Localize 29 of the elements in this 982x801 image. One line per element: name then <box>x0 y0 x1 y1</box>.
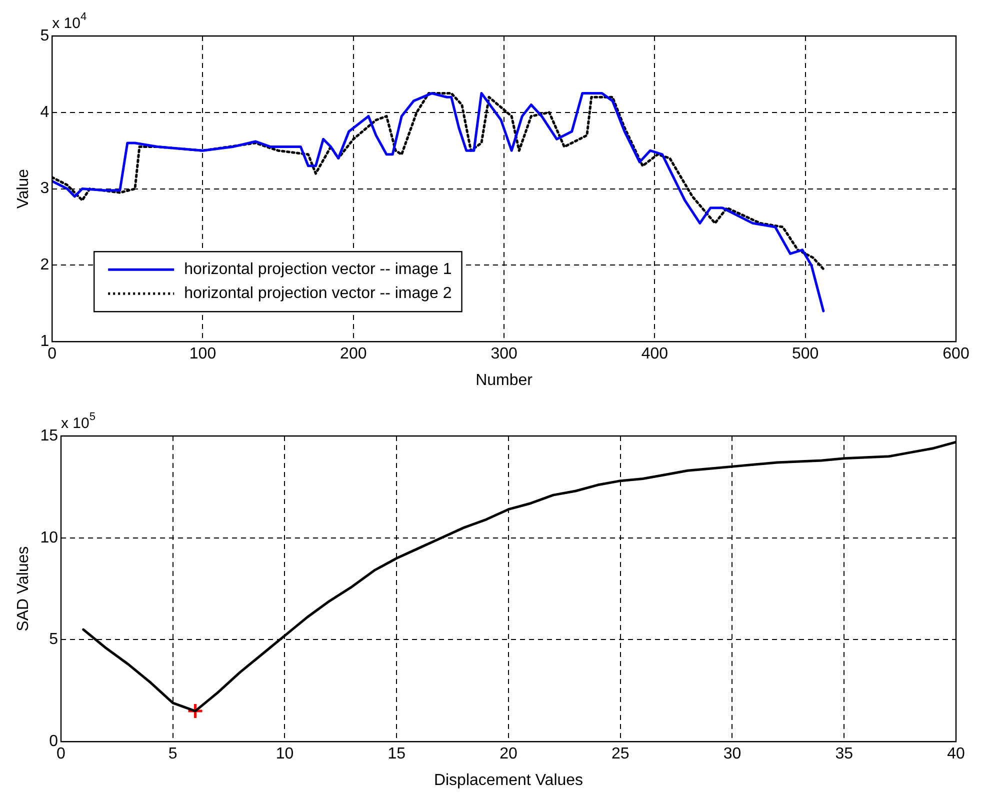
x-tick-label: 30 <box>723 746 742 763</box>
legend-label: horizontal projection vector -- image 2 <box>184 285 452 302</box>
y-tick-label: 15 <box>40 427 58 444</box>
x-tick-label: 500 <box>792 346 819 363</box>
x-tick-label: 5 <box>168 746 178 763</box>
x-axis-title: Number <box>476 372 534 389</box>
legend-label: horizontal projection vector -- image 1 <box>184 261 452 278</box>
y-axis-title: Value <box>15 168 32 209</box>
y-axis-title: SAD Values <box>15 546 32 632</box>
y-tick-label: 3 <box>40 180 50 198</box>
x-tick-label: 300 <box>490 346 518 363</box>
x-tick-label: 20 <box>500 746 518 763</box>
y-tick-label: 2 <box>40 256 50 274</box>
x-tick-label: 40 <box>947 746 965 763</box>
x-tick-label: 15 <box>388 746 406 763</box>
y-tick-label: 5 <box>40 27 50 44</box>
y-tick-label: 10 <box>40 529 58 546</box>
x-tick-label: 400 <box>641 346 668 363</box>
x-tick-label: 200 <box>340 346 367 363</box>
y-tick-label: 5 <box>49 631 58 648</box>
x-tick-label: 100 <box>189 346 216 363</box>
x-tick-label: 600 <box>942 346 970 363</box>
y-tick-label: 1 <box>40 333 50 350</box>
x-tick-label: 10 <box>276 746 294 763</box>
y-tick-label: 0 <box>49 733 58 750</box>
y-tick-label: 4 <box>40 104 50 121</box>
x-tick-label: 35 <box>835 746 854 763</box>
x-tick-label: 25 <box>611 746 630 763</box>
x-axis-title: Displacement Values <box>434 772 584 789</box>
